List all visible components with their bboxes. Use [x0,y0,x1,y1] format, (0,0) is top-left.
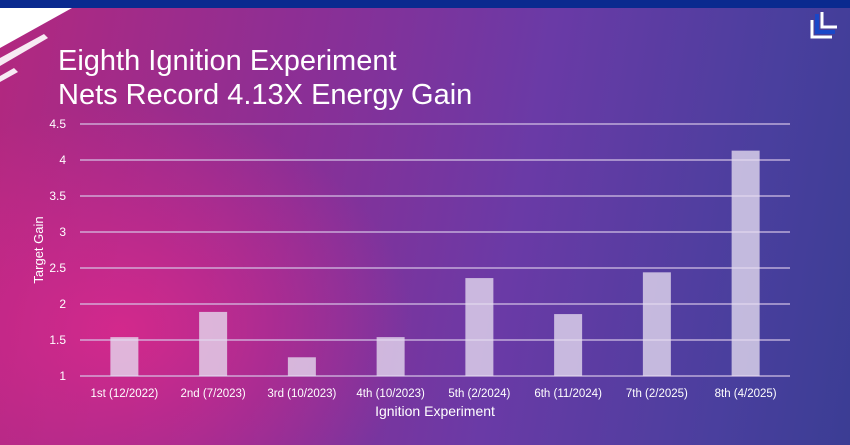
x-axis-label: Ignition Experiment [375,403,495,419]
x-tick-label: 5th (2/2024) [448,388,510,400]
y-tick-label: 2.5 [49,261,66,275]
bar [376,337,405,376]
bar [554,314,583,376]
y-tick-label: 3.5 [49,189,66,203]
bar [465,278,494,376]
x-tick-label: 4th (10/2023) [356,388,425,400]
y-tick-label: 4 [59,153,66,167]
y-tick-label: 4.5 [49,117,66,131]
llnl-logo [810,12,837,39]
x-tick-label: 7th (2/2025) [626,388,688,400]
top-bar [0,0,850,8]
diagonal-stripes-decoration [0,8,72,82]
title-line-1: Eighth Ignition Experiment [58,45,397,77]
bar [199,311,228,376]
y-axis-label: Target Gain [31,216,46,283]
title-line-2: Nets Record 4.13X Energy Gain [58,79,473,111]
y-tick-label: 1.5 [49,333,66,347]
bar [110,337,139,376]
x-tick-label: 3rd (10/2023) [267,388,336,400]
y-tick-label: 3 [59,225,66,239]
x-tick-label: 2nd (7/2023) [181,388,246,400]
bar [642,272,671,376]
x-tick-label: 6th (11/2024) [534,388,602,400]
y-tick-label: 2 [59,297,66,311]
bar [731,150,760,376]
bar [287,357,316,376]
x-tick-label: 1st (12/2022) [90,388,158,400]
chart-title: Eighth Ignition Experiment Nets Record 4… [58,44,472,112]
y-tick-label: 1 [59,369,66,383]
x-tick-label: 8th (4/2025) [715,388,777,400]
